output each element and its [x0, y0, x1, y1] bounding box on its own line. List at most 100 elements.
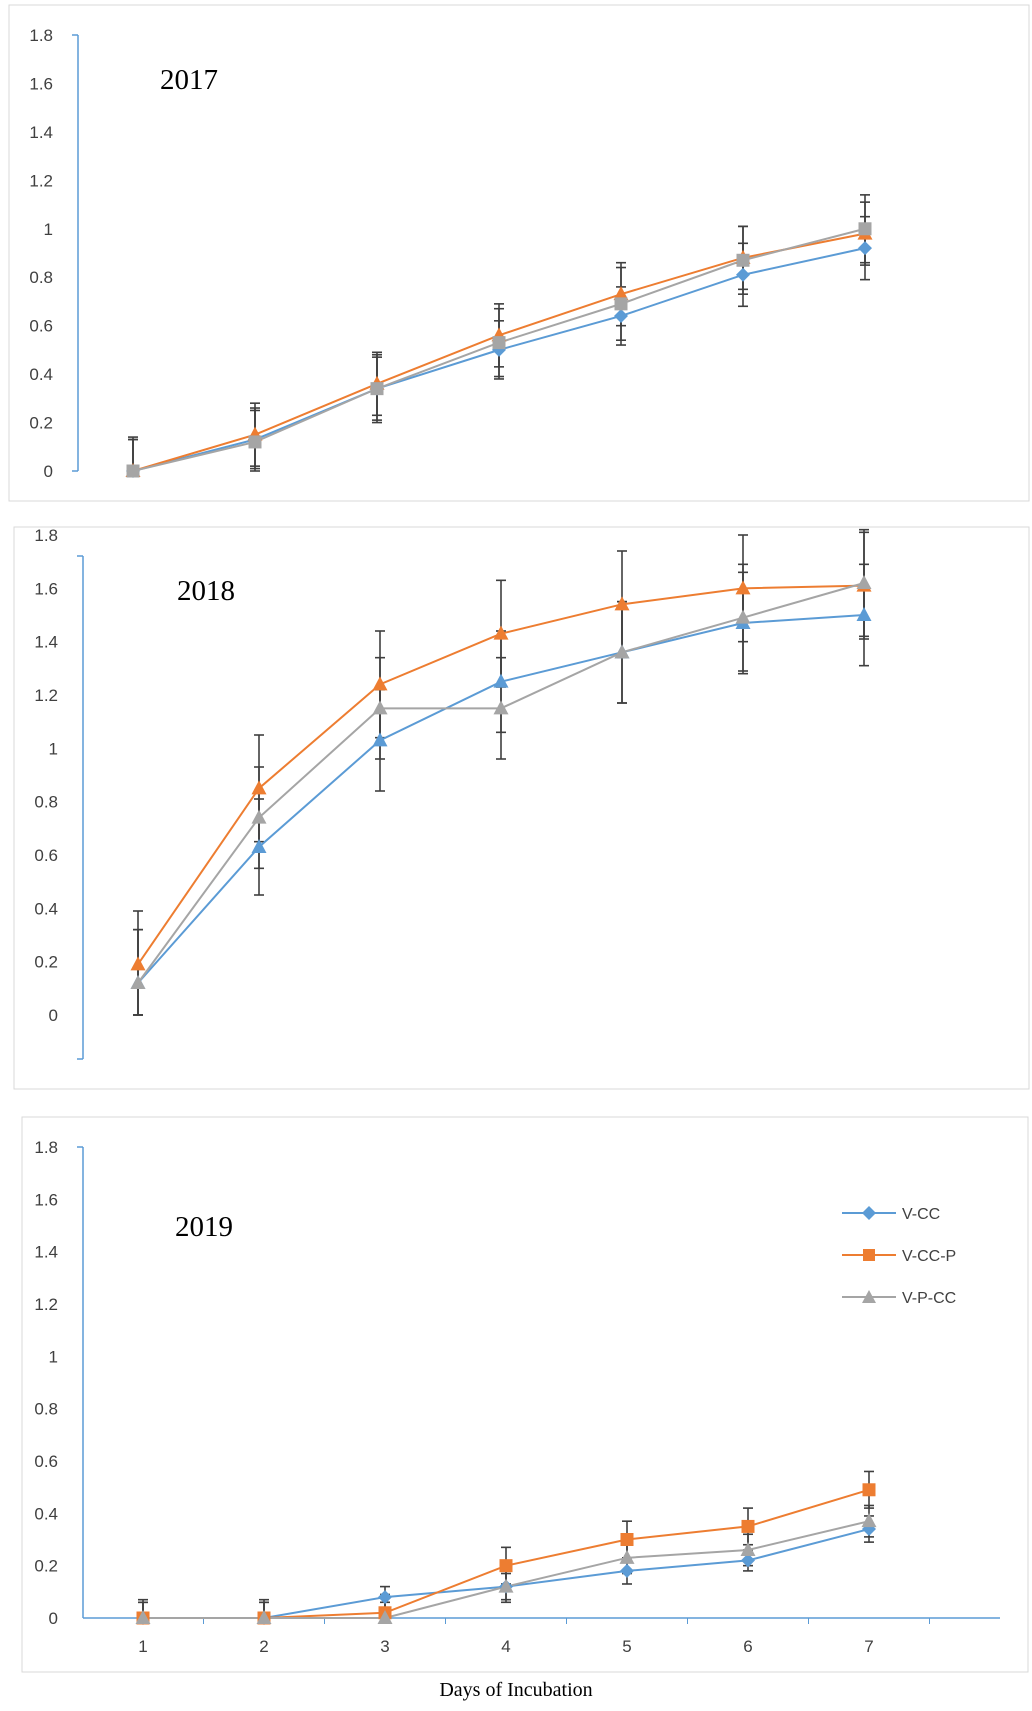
data-point-v-p-cc	[135, 1610, 151, 1624]
y-tick-label: 0.8	[34, 793, 58, 812]
data-point-v-cc	[856, 607, 872, 621]
x-tick-label: 3	[380, 1637, 389, 1656]
x-tick-label: 2	[259, 1637, 268, 1656]
y-tick-label: 1.4	[34, 633, 58, 652]
y-tick-label: 1.2	[29, 171, 53, 190]
data-point-v-cc-p	[251, 780, 267, 795]
y-tick-label: 1.6	[29, 74, 53, 93]
x-axis-title: Days of Incubation	[439, 1679, 593, 1701]
y-tick-label: 0.8	[29, 268, 53, 287]
data-point-v-cc	[614, 308, 628, 323]
data-point-v-p-cc	[130, 975, 146, 989]
panel-2017-frame	[8, 4, 1030, 502]
legend-item-v-cc: V-CC	[842, 1206, 940, 1223]
data-point-v-cc	[741, 1553, 755, 1568]
legend-marker-v-cc	[862, 1206, 876, 1220]
legend: V-CC V-CC-P V-P-CC	[842, 1206, 956, 1307]
y-tick-label: 0.4	[29, 365, 53, 384]
x-tick-label: 7	[864, 1637, 873, 1656]
data-point-v-p-cc	[370, 382, 384, 396]
data-point-v-p-cc	[256, 1610, 272, 1624]
panel-2017: 2017 0 0.2 0.4 0.6 0.8 1 1.2 1.4 1.6 1.8	[8, 4, 1030, 502]
x-tick-label: 6	[743, 1637, 752, 1656]
data-point-v-p-cc	[619, 1549, 635, 1564]
y-tick-label: 1.2	[34, 686, 58, 705]
data-point-v-p-cc	[498, 1578, 514, 1593]
x-tick-label: 5	[622, 1637, 631, 1656]
y-tick-label: 1.6	[34, 579, 58, 598]
panel-2017-y-ticks: 0 0.2 0.4 0.6 0.8 1 1.2 1.4 1.6 1.8	[29, 26, 53, 481]
y-tick-label: 0.2	[29, 414, 53, 433]
data-point-v-cc-p	[130, 956, 146, 971]
y-tick-label: 1.4	[34, 1243, 58, 1262]
y-tick-label: 0.6	[29, 317, 53, 336]
data-point-v-cc-p	[613, 286, 629, 301]
y-tick-label: 1.2	[34, 1295, 58, 1314]
data-point-v-cc	[378, 1590, 392, 1605]
y-tick-label: 0.2	[34, 953, 58, 972]
panel-2019-markers	[135, 1483, 877, 1625]
data-point-v-p-cc	[736, 253, 750, 267]
y-tick-label: 0.4	[34, 899, 58, 918]
data-point-v-cc-p	[741, 1519, 755, 1533]
y-tick-label: 1.4	[29, 123, 53, 142]
legend-item-v-p-cc: V-P-CC	[842, 1290, 956, 1307]
legend-label-v-cc: V-CC	[902, 1206, 940, 1223]
data-point-v-p-cc	[493, 700, 509, 715]
y-tick-label: 1.8	[34, 526, 58, 545]
panel-2018: 2018 0 0.2 0.4 0.6 0.8 1 1.2 1.4 1.6 1.8	[13, 526, 1030, 1090]
y-tick-label: 0	[49, 1609, 58, 1628]
data-point-v-p-cc	[248, 435, 262, 449]
panel-2018-title: 2018	[177, 575, 235, 607]
y-tick-label: 1	[44, 220, 53, 239]
y-tick-label: 0.6	[34, 846, 58, 865]
data-point-v-p-cc	[614, 644, 630, 659]
panel-2018-markers	[130, 575, 872, 989]
data-point-v-cc-p	[372, 676, 388, 691]
data-point-v-cc	[372, 732, 388, 747]
y-tick-label: 0.4	[34, 1504, 58, 1523]
data-point-v-cc	[493, 673, 509, 688]
panel-2018-frame	[13, 526, 1030, 1090]
legend-label-v-cc-p: V-CC-P	[902, 1248, 956, 1265]
legend-label-v-p-cc: V-P-CC	[902, 1290, 956, 1307]
y-tick-label: 1.8	[29, 26, 53, 45]
data-point-v-cc-p	[499, 1559, 513, 1573]
data-point-v-p-cc	[735, 609, 751, 624]
data-point-v-cc-p	[862, 1483, 876, 1497]
data-point-v-cc-p	[614, 596, 630, 611]
data-point-v-p-cc	[377, 1610, 393, 1624]
data-point-v-p-cc	[251, 809, 267, 824]
y-tick-label: 0.8	[34, 1400, 58, 1419]
data-point-v-p-cc	[126, 464, 140, 478]
panel-2018-y-ticks: 0 0.2 0.4 0.6 0.8 1 1.2 1.4 1.6 1.8	[34, 526, 58, 1025]
y-tick-label: 0.6	[34, 1452, 58, 1471]
y-tick-label: 1.6	[34, 1190, 58, 1209]
panel-2017-error-bars	[128, 194, 870, 472]
data-point-v-p-cc	[858, 222, 872, 236]
data-point-v-p-cc	[861, 1513, 877, 1528]
panel-2019-frame	[21, 1116, 1029, 1673]
y-tick-label: 0	[44, 462, 53, 481]
data-point-v-cc-p	[493, 625, 509, 640]
y-tick-label: 0.2	[34, 1557, 58, 1576]
data-point-v-cc-p	[620, 1533, 634, 1546]
x-tick-label: 4	[501, 1637, 510, 1656]
x-tick-label: 1	[138, 1637, 147, 1656]
y-tick-label: 0	[49, 1006, 58, 1025]
panel-2019-y-ticks: 0 0.2 0.4 0.6 0.8 1 1.2 1.4 1.6 1.8	[34, 1138, 58, 1628]
y-tick-label: 1.8	[34, 1138, 58, 1157]
data-point-v-cc	[736, 267, 750, 282]
panel-2017-markers	[125, 222, 873, 478]
y-tick-label: 1	[49, 739, 58, 758]
legend-marker-v-p-cc	[862, 1290, 876, 1303]
data-point-v-p-cc	[740, 1541, 756, 1556]
data-point-v-p-cc	[372, 700, 388, 715]
panel-2017-title: 2017	[160, 64, 218, 96]
panel-2019-x-ticks: 1 2 3 4 5 6 7	[138, 1618, 930, 1656]
panel-2019-title: 2019	[175, 1211, 233, 1243]
data-point-v-cc	[251, 839, 267, 853]
data-point-v-cc-p	[735, 580, 751, 595]
